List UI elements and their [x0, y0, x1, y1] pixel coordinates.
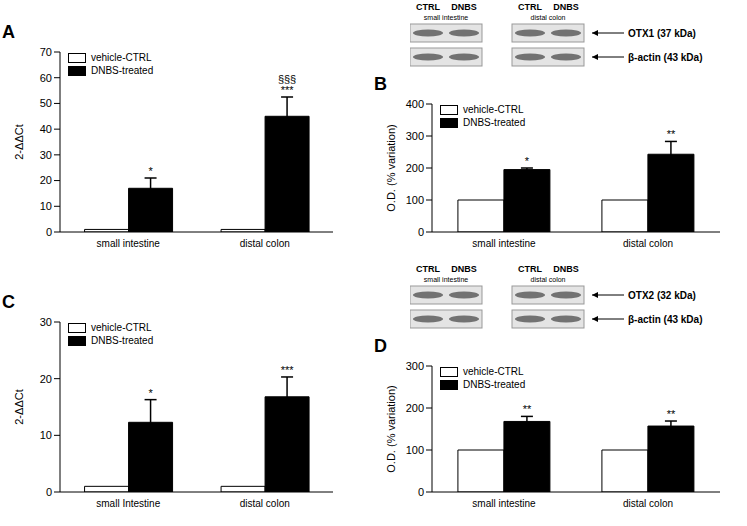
- svg-text:DNBS: DNBS: [553, 264, 579, 274]
- svg-text:300: 300: [406, 360, 424, 372]
- svg-text:20: 20: [40, 174, 52, 186]
- svg-text:distal colon: distal colon: [530, 14, 565, 21]
- svg-text:O.D. (% variation): O.D. (% variation): [385, 124, 397, 211]
- html-text:D: D: [374, 336, 387, 356]
- svg-text:0: 0: [46, 226, 52, 238]
- html-text:DNBS-treated: DNBS-treated: [463, 117, 526, 128]
- svg-text:CTRL: CTRL: [416, 264, 440, 274]
- svg-text:**: **: [667, 408, 676, 420]
- svg-text:small intestine: small intestine: [424, 14, 468, 21]
- svg-text:30: 30: [40, 316, 52, 328]
- svg-text:2-ΔΔCt: 2-ΔΔCt: [13, 124, 25, 159]
- svg-text:small intestine: small intestine: [472, 498, 536, 509]
- svg-text:DNBS: DNBS: [451, 264, 477, 274]
- svg-text:OTX2 (32 kDa): OTX2 (32 kDa): [628, 290, 696, 301]
- svg-text:CTRL: CTRL: [518, 2, 542, 12]
- svg-text:O.D. (% variation): O.D. (% variation): [385, 385, 397, 472]
- svg-text:10: 10: [40, 429, 52, 441]
- svg-text:small intestine: small intestine: [424, 276, 468, 283]
- html-text:C: C: [2, 292, 15, 312]
- svg-text:distal colon: distal colon: [623, 498, 673, 509]
- svg-text:0: 0: [46, 486, 52, 498]
- svg-text:40: 40: [40, 123, 52, 135]
- svg-text:CTRL: CTRL: [416, 2, 440, 12]
- html-text:DNBS-treated: DNBS-treated: [463, 379, 526, 390]
- svg-text:20: 20: [40, 373, 52, 385]
- svg-text:***: ***: [281, 84, 295, 96]
- svg-text:**: **: [523, 403, 532, 415]
- svg-text:distal colon: distal colon: [240, 498, 290, 509]
- svg-text:CTRL: CTRL: [518, 264, 542, 274]
- svg-text:distal colon: distal colon: [240, 238, 290, 249]
- svg-text:*: *: [148, 387, 153, 399]
- svg-text:300: 300: [406, 130, 424, 142]
- html-text:vehicle-CTRL: vehicle-CTRL: [463, 104, 524, 115]
- svg-text:200: 200: [406, 402, 424, 414]
- svg-text:100: 100: [406, 444, 424, 456]
- svg-text:DNBS: DNBS: [553, 2, 579, 12]
- svg-text:**: **: [667, 128, 676, 140]
- svg-text:β-actin (43 kDa): β-actin (43 kDa): [628, 314, 702, 325]
- html-text:A: A: [2, 22, 15, 42]
- svg-text:100: 100: [406, 194, 424, 206]
- svg-text:small intestine: small intestine: [97, 238, 161, 249]
- svg-text:β-actin (43 kDa): β-actin (43 kDa): [628, 52, 702, 63]
- svg-text:DNBS: DNBS: [451, 2, 477, 12]
- html-text:B: B: [374, 74, 387, 94]
- svg-text:50: 50: [40, 97, 52, 109]
- svg-text:10: 10: [40, 200, 52, 212]
- svg-text:small Intestine: small Intestine: [96, 498, 160, 509]
- html-text:DNBS-treated: DNBS-treated: [91, 65, 154, 76]
- svg-text:distal colon: distal colon: [623, 238, 673, 249]
- svg-text:*: *: [525, 155, 530, 167]
- svg-text:0: 0: [418, 226, 424, 238]
- svg-text:30: 30: [40, 149, 52, 161]
- svg-text:*: *: [148, 165, 153, 177]
- html-text:vehicle-CTRL: vehicle-CTRL: [463, 366, 524, 377]
- svg-text:small intestine: small intestine: [472, 238, 536, 249]
- svg-text:0: 0: [418, 486, 424, 498]
- svg-text:200: 200: [406, 162, 424, 174]
- svg-text:distal colon: distal colon: [530, 276, 565, 283]
- svg-text:2-ΔΔCt: 2-ΔΔCt: [13, 389, 25, 424]
- html-text:vehicle-CTRL: vehicle-CTRL: [91, 322, 152, 333]
- svg-text:400: 400: [406, 98, 424, 110]
- svg-text:70: 70: [40, 46, 52, 58]
- html-text:vehicle-CTRL: vehicle-CTRL: [91, 52, 152, 63]
- svg-text:60: 60: [40, 72, 52, 84]
- svg-text:***: ***: [281, 364, 295, 376]
- html-text:DNBS-treated: DNBS-treated: [91, 335, 154, 346]
- svg-text:OTX1 (37 kDa): OTX1 (37 kDa): [628, 28, 696, 39]
